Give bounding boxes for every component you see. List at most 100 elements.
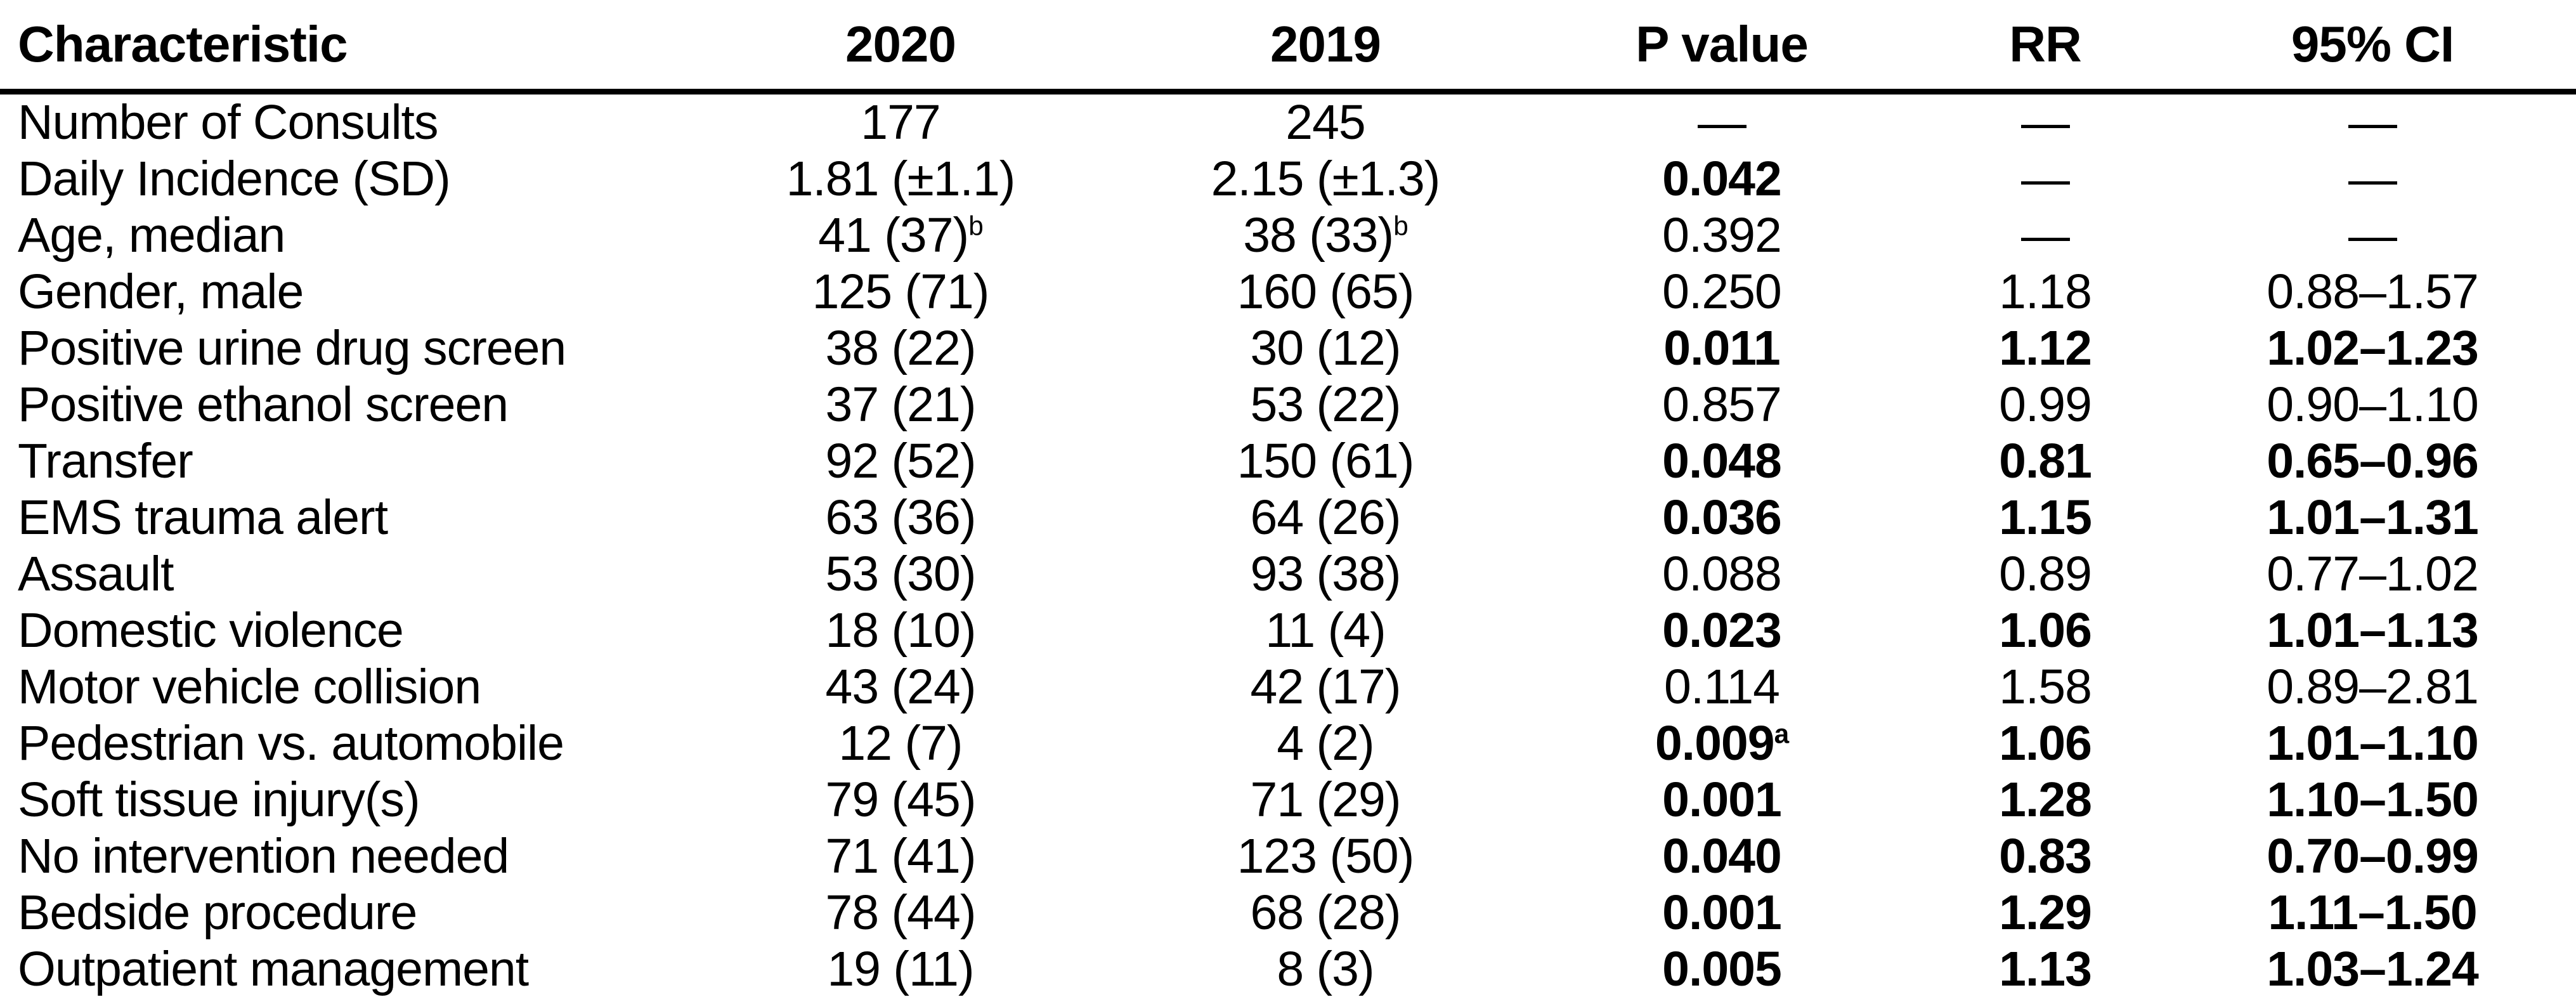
cell-value: 0.001 — [1662, 885, 1782, 940]
cell-value: 0.250 — [1662, 264, 1782, 319]
row-label: Outpatient management — [18, 942, 529, 996]
table-row: Soft tissue injury(s) 79 (45) 71 (29) 0.001… — [0, 772, 2576, 828]
cell-value: 71 (29) — [1250, 772, 1402, 827]
cell-value: 92 (52) — [825, 434, 977, 488]
cell-95-ci: 1.01–1.10 — [2169, 715, 2576, 772]
cell-2019: 2.15 (±1.3) — [1129, 151, 1522, 207]
cell-value: 1.02–1.23 — [2267, 321, 2479, 375]
cell-value: — — [2021, 95, 2070, 150]
cell-value: 245 — [1285, 95, 1365, 150]
cell-2020: 38 (22) — [672, 320, 1129, 377]
cell-value: 93 (38) — [1250, 547, 1402, 601]
cell-value: 68 (28) — [1250, 885, 1402, 940]
cell-value: 1.28 — [1999, 772, 2092, 827]
cell-value: 79 (45) — [825, 772, 977, 827]
cell-p-value: 0.042 — [1522, 151, 1922, 207]
cell-95-ci: — — [2169, 151, 2576, 207]
cell-value: 0.77–1.02 — [2267, 547, 2479, 601]
cell-value: 1.13 — [1999, 942, 2092, 996]
cell-2019: 150 (61) — [1129, 433, 1522, 490]
cell-2019: 160 (65) — [1129, 264, 1522, 320]
cell-value: 11 (4) — [1265, 603, 1386, 658]
row-label: Age, median — [18, 208, 285, 263]
cell-value: 1.58 — [1999, 660, 2092, 714]
cell-value: — — [2348, 95, 2397, 150]
row-label: Pedestrian vs. automobile — [18, 716, 564, 771]
cell-2020: 41 (37)b — [672, 207, 1129, 264]
cell-2019: 53 (22) — [1129, 377, 1522, 433]
cell-value: 2.15 (±1.3) — [1211, 152, 1441, 206]
cell-95-ci: 0.89–2.81 — [2169, 659, 2576, 715]
cell-value: 1.81 (±1.1) — [786, 152, 1016, 206]
column-header-characteristic: Characteristic — [0, 0, 672, 94]
row-label: Number of Consults — [18, 95, 438, 150]
cell-95-ci: 1.10–1.50 — [2169, 772, 2576, 828]
cell-95-ci: 1.03–1.24 — [2169, 941, 2576, 997]
cell-rr: 0.81 — [1922, 433, 2169, 490]
cell-value: 1.12 — [1999, 321, 2092, 375]
cell-value: 1.01–1.10 — [2267, 716, 2479, 771]
cell-value: 43 (24) — [825, 660, 977, 714]
column-header-rr: RR — [1922, 0, 2169, 94]
cell-2020: 79 (45) — [672, 772, 1129, 828]
cell-95-ci: — — [2169, 92, 2576, 152]
cell-2019: 42 (17) — [1129, 659, 1522, 715]
row-label: Transfer — [18, 434, 193, 488]
cell-2019: 68 (28) — [1129, 885, 1522, 941]
cell-value: 0.023 — [1662, 603, 1782, 658]
cell-value: 38 (22) — [825, 321, 977, 375]
cell-95-ci: 0.77–1.02 — [2169, 546, 2576, 603]
cell-value: 53 (22) — [1250, 377, 1402, 432]
cell-2020: 71 (41) — [672, 828, 1129, 885]
table-row: Bedside procedure 78 (44) 68 (28) 0.001 1.29… — [0, 885, 2576, 941]
table-row: Motor vehicle collision 43 (24) 42 (17) 0.1… — [0, 659, 2576, 715]
cell-value: 63 (36) — [825, 490, 977, 545]
cell-rr: — — [1922, 207, 2169, 264]
cell-p-value: 0.088 — [1522, 546, 1922, 603]
cell-2019: 245 — [1129, 92, 1522, 152]
cell-value: 0.042 — [1662, 152, 1782, 206]
table-row: Gender, male 125 (71) 160 (65) 0.250 1.18 0.8… — [0, 264, 2576, 320]
cell-value: 1.06 — [1999, 603, 2092, 658]
cell-p-value: 0.114 — [1522, 659, 1922, 715]
cell-rr: 1.29 — [1922, 885, 2169, 941]
column-header-p-value: P value — [1522, 0, 1922, 94]
cell-p-value: 0.036 — [1522, 490, 1922, 546]
cell-value: 0.99 — [1999, 377, 2092, 432]
table-row: Pedestrian vs. automobile 12 (7) 4 (2) 0.00… — [0, 715, 2576, 772]
cell-value: 30 (12) — [1250, 321, 1402, 375]
row-label: Domestic violence — [18, 603, 404, 658]
cell-2019: 4 (2) — [1129, 715, 1522, 772]
cell-value: 160 (65) — [1237, 264, 1415, 319]
cell-2020: 1.81 (±1.1) — [672, 151, 1129, 207]
cell-value: — — [2021, 208, 2070, 263]
row-label: Bedside procedure — [18, 885, 417, 940]
table-row: Age, median 41 (37)b 38 (33)b 0.392— — — [0, 207, 2576, 264]
table-row: Daily Incidence (SD) 1.81 (±1.1) 2.15 (±1.… — [0, 151, 2576, 207]
footnote-marker: a — [1774, 719, 1790, 749]
cell-value: 53 (30) — [825, 547, 977, 601]
cell-value: 42 (17) — [1250, 660, 1402, 714]
table-row: Number of Consults 177 245 — — — — [0, 92, 2576, 152]
cell-value: 1.01–1.13 — [2267, 603, 2479, 658]
cell-95-ci: 0.90–1.10 — [2169, 377, 2576, 433]
cell-2019: 64 (26) — [1129, 490, 1522, 546]
cell-value: 41 (37) — [818, 208, 969, 263]
cell-value: 1.03–1.24 — [2267, 942, 2479, 996]
cell-rr: 1.18 — [1922, 264, 2169, 320]
cell-rr: 0.99 — [1922, 377, 2169, 433]
cell-value: 177 — [861, 95, 940, 150]
cell-value: 123 (50) — [1237, 829, 1415, 883]
cell-value: 8 (3) — [1277, 942, 1374, 996]
cell-value: 150 (61) — [1237, 434, 1415, 488]
cell-value: 0.048 — [1662, 434, 1782, 488]
cell-value: 0.011 — [1663, 321, 1780, 375]
cell-value: 1.29 — [1999, 885, 2092, 940]
row-label: Daily Incidence (SD) — [18, 152, 451, 206]
cell-2019: 11 (4) — [1129, 603, 1522, 659]
cell-value: 1.10–1.50 — [2267, 772, 2479, 827]
cell-rr: — — [1922, 151, 2169, 207]
column-header-2020: 2020 — [672, 0, 1129, 94]
cell-2020: 53 (30) — [672, 546, 1129, 603]
